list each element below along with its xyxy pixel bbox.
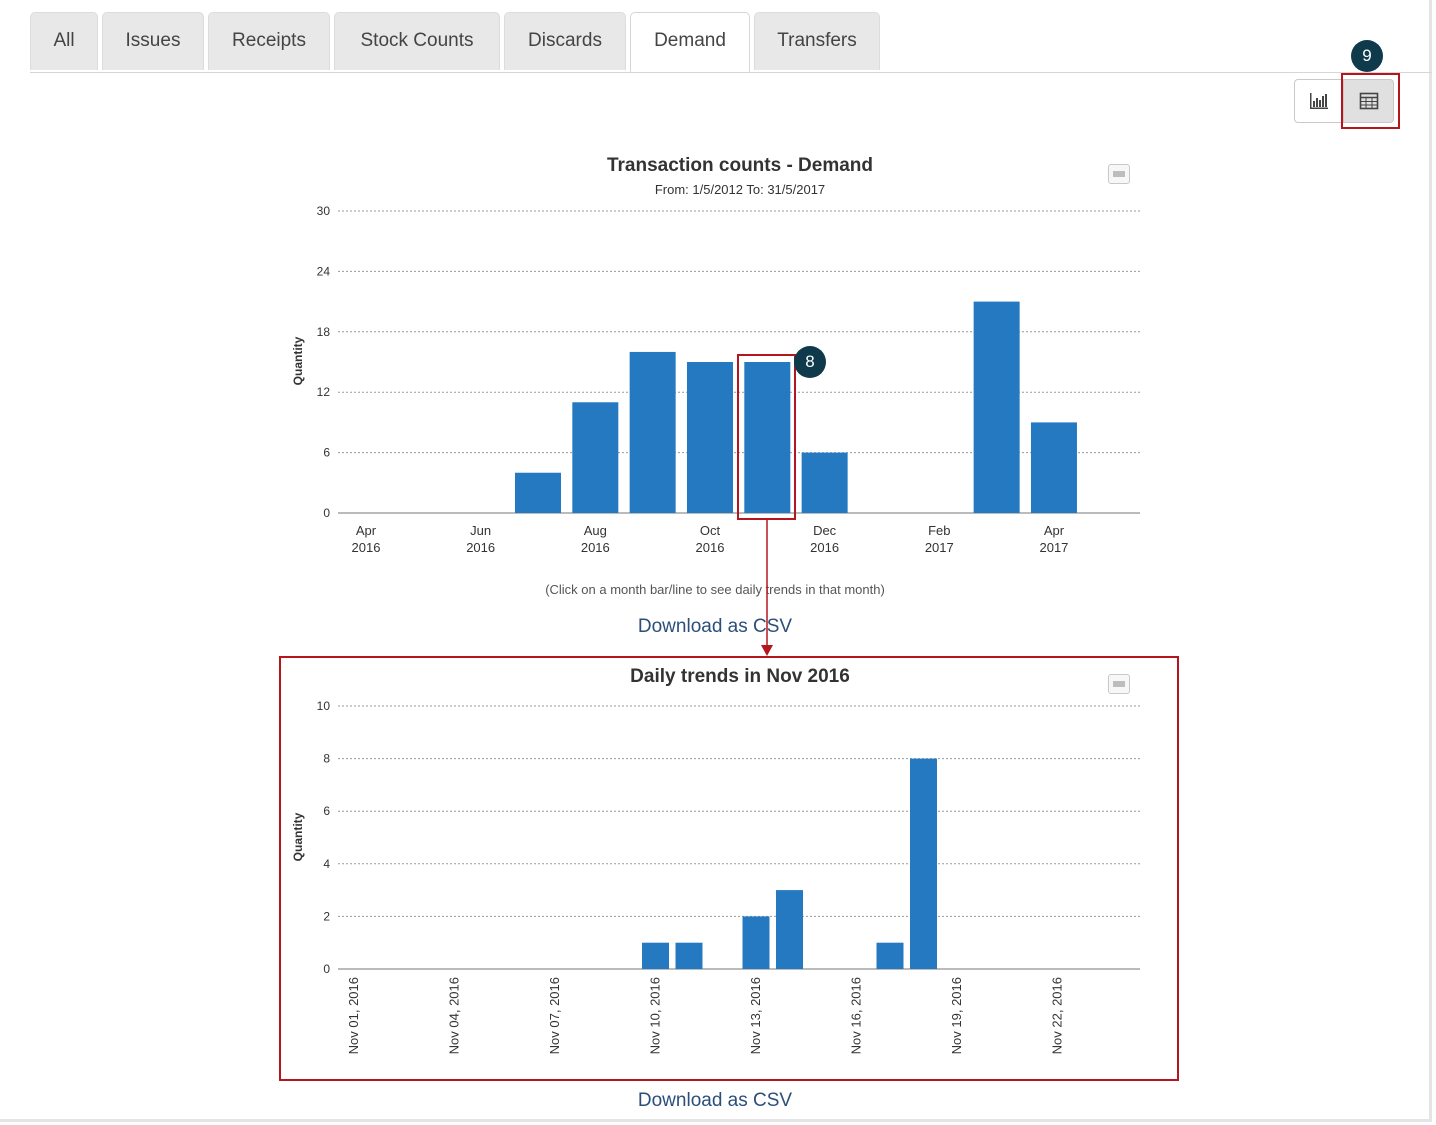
x-tick-label: Nov 16, 2016 [849, 977, 864, 1054]
tab-all[interactable]: All [30, 12, 98, 70]
x-tick-year: 2017 [1039, 540, 1068, 555]
bar-nov-18[interactable] [910, 758, 937, 969]
bar-jul-2016[interactable] [514, 472, 561, 513]
y-tick-label: 4 [323, 857, 330, 871]
y-tick-label: 12 [317, 385, 331, 399]
monthly-chart-subtitle: From: 1/5/2012 To: 31/5/2017 [654, 182, 826, 197]
x-tick-label: Nov 04, 2016 [447, 977, 462, 1054]
y-tick-label: 18 [317, 325, 331, 339]
x-tick-label: Nov 22, 2016 [1050, 977, 1065, 1054]
callout-box-8 [737, 354, 796, 520]
daily-chart-title: Daily trends in Nov 2016 [630, 666, 850, 687]
bar-sep-2016[interactable] [629, 351, 676, 513]
monthly-download-csv-link[interactable]: Download as CSV [637, 616, 793, 637]
y-tick-label: 6 [323, 446, 330, 460]
y-tick-label: 10 [317, 699, 331, 713]
daily-chart-menu-button[interactable] [1108, 674, 1130, 694]
monthly-chart[interactable]: 0 6 12 18 24 30 Apr 2016 Jun 2016 Aug 2016 Oct 2016 De… [0, 0, 1436, 580]
callout-badge-9: 9 [1351, 40, 1383, 72]
y-tick-label: 0 [323, 506, 330, 520]
x-tick-year: 2016 [696, 540, 725, 555]
daily-chart-callout-box [279, 656, 1179, 1081]
y-tick-label: 24 [317, 264, 331, 278]
tab-transfers[interactable]: Transfers [754, 12, 880, 70]
x-tick-year: 2016 [352, 540, 381, 555]
bar-dec-2016[interactable] [801, 452, 848, 513]
menu-icon [1113, 171, 1125, 177]
y-tick-label: 2 [323, 909, 330, 923]
x-tick-label: Nov 10, 2016 [648, 977, 663, 1054]
x-tick-month: Dec [813, 523, 837, 538]
transaction-tabs: All Issues Receipts Stock Counts Discard… [30, 12, 1432, 73]
x-tick-month: Apr [356, 523, 377, 538]
bar-aug-2016[interactable] [572, 402, 619, 513]
x-tick-year: 2017 [925, 540, 954, 555]
x-tick-label: Nov 13, 2016 [748, 977, 763, 1054]
tab-demand[interactable]: Demand [630, 12, 750, 72]
x-tick-month: Aug [584, 523, 607, 538]
x-tick-year: 2016 [466, 540, 495, 555]
bar-nov-2016[interactable] [744, 362, 791, 513]
bar-nov-11[interactable] [675, 942, 703, 969]
monthly-chart-title: Transaction counts - Demand [606, 155, 874, 176]
y-tick-label: 8 [323, 752, 330, 766]
bar-nov-10[interactable] [642, 942, 669, 969]
table-view-button[interactable] [1343, 79, 1394, 123]
monthly-chart-menu-button[interactable] [1108, 164, 1130, 184]
bar-nov-14[interactable] [776, 890, 803, 969]
daily-download-csv-link[interactable]: Download as CSV [637, 1090, 793, 1111]
x-tick-month: Feb [928, 523, 950, 538]
view-toggle [1294, 79, 1394, 124]
bar-nov-17[interactable] [876, 942, 904, 969]
table-icon [1359, 92, 1378, 110]
menu-icon [1113, 681, 1125, 687]
bar-chart-icon [1310, 93, 1328, 109]
y-tick-label: 0 [323, 962, 330, 976]
y-tick-label: 30 [317, 204, 331, 218]
x-tick-year: 2016 [581, 540, 610, 555]
x-tick-month: Apr [1044, 523, 1065, 538]
bar-apr-2017[interactable] [1030, 422, 1077, 513]
bar-oct-2016[interactable] [686, 362, 733, 513]
bar-mar-2017[interactable] [973, 301, 1020, 513]
chart-view-button[interactable] [1294, 79, 1344, 123]
tab-stock-counts[interactable]: Stock Counts [334, 12, 500, 70]
callout-box-9 [1341, 73, 1400, 129]
y-tick-label: 6 [323, 804, 330, 818]
tab-discards[interactable]: Discards [504, 12, 626, 70]
x-tick-month: Jun [470, 523, 491, 538]
tab-issues[interactable]: Issues [102, 12, 204, 70]
x-tick-label: Nov 07, 2016 [547, 977, 562, 1054]
x-tick-label: Nov 01, 2016 [346, 977, 361, 1054]
bar-nov-13[interactable] [742, 916, 770, 969]
tab-receipts[interactable]: Receipts [208, 12, 330, 70]
x-tick-year: 2016 [810, 540, 839, 555]
callout-badge-8: 8 [794, 346, 826, 378]
x-tick-label: Nov 19, 2016 [949, 977, 964, 1054]
x-tick-month: Oct [700, 523, 721, 538]
monthly-chart-hint: (Click on a month bar/line to see daily … [545, 582, 885, 597]
